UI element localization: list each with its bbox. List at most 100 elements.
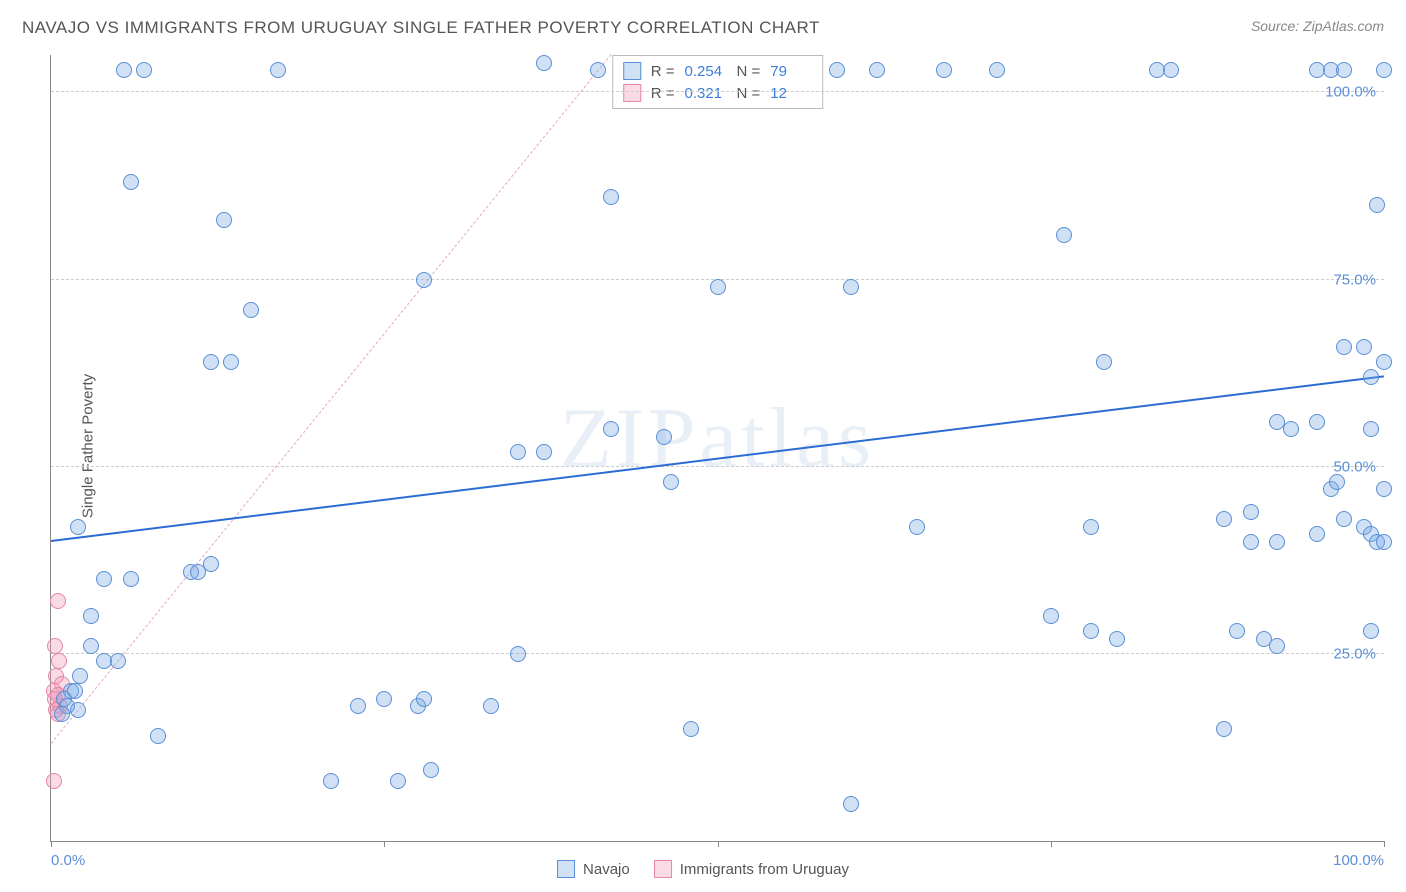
gridline (51, 653, 1384, 654)
n-value-navajo: 79 (770, 63, 812, 80)
data-point (536, 55, 552, 71)
data-point (936, 62, 952, 78)
data-point (1229, 623, 1245, 639)
data-point (869, 62, 885, 78)
data-point (1363, 369, 1379, 385)
legend-label-uruguay: Immigrants from Uruguay (680, 861, 849, 878)
data-point (123, 174, 139, 190)
data-point (376, 691, 392, 707)
x-tick (384, 841, 385, 847)
data-point (603, 421, 619, 437)
data-point (1363, 623, 1379, 639)
data-point (1109, 631, 1125, 647)
data-point (1369, 197, 1385, 213)
data-point (483, 698, 499, 714)
data-point (909, 519, 925, 535)
data-point (1329, 474, 1345, 490)
data-point (223, 354, 239, 370)
x-tick (718, 841, 719, 847)
data-point (1096, 354, 1112, 370)
x-tick (1384, 841, 1385, 847)
data-point (323, 773, 339, 789)
data-point (1336, 339, 1352, 355)
swatch-navajo (623, 62, 641, 80)
data-point (54, 706, 70, 722)
data-point (1083, 623, 1099, 639)
data-point (989, 62, 1005, 78)
data-point (123, 571, 139, 587)
watermark-atlas: atlas (699, 391, 875, 485)
data-point (350, 698, 366, 714)
data-point (710, 279, 726, 295)
watermark-zip: ZIP (560, 391, 700, 485)
stats-row-uruguay: R = 0.321 N = 12 (623, 82, 813, 104)
data-point (116, 62, 132, 78)
data-point (656, 429, 672, 445)
data-point (216, 212, 232, 228)
data-point (1269, 534, 1285, 550)
data-point (1376, 534, 1392, 550)
y-tick-label: 50.0% (1333, 458, 1376, 475)
data-point (96, 571, 112, 587)
data-point (1269, 638, 1285, 654)
data-point (110, 653, 126, 669)
gridline (51, 466, 1384, 467)
data-point (83, 608, 99, 624)
r-label: R = (651, 85, 675, 102)
data-point (243, 302, 259, 318)
n-label: N = (737, 63, 761, 80)
data-point (536, 444, 552, 460)
y-tick-label: 25.0% (1333, 645, 1376, 662)
data-point (1216, 721, 1232, 737)
data-point (683, 721, 699, 737)
data-point (510, 444, 526, 460)
data-point (416, 272, 432, 288)
data-point (1336, 511, 1352, 527)
legend-swatch-navajo (557, 860, 575, 878)
legend-swatch-uruguay (654, 860, 672, 878)
data-point (1163, 62, 1179, 78)
stats-legend: R = 0.254 N = 79 R = 0.321 N = 12 (612, 55, 824, 109)
data-point (663, 474, 679, 490)
x-tick (1051, 841, 1052, 847)
data-point (829, 62, 845, 78)
data-point (70, 519, 86, 535)
r-value-navajo: 0.254 (685, 63, 727, 80)
legend-item-navajo: Navajo (557, 860, 630, 878)
data-point (136, 62, 152, 78)
data-point (843, 279, 859, 295)
data-point (1056, 227, 1072, 243)
data-point (270, 62, 286, 78)
gridline (51, 91, 1384, 92)
data-point (150, 728, 166, 744)
x-tick (51, 841, 52, 847)
r-value-uruguay: 0.321 (685, 85, 727, 102)
data-point (51, 653, 67, 669)
data-point (1216, 511, 1232, 527)
data-point (1243, 504, 1259, 520)
data-point (203, 556, 219, 572)
x-axis-min-label: 0.0% (51, 852, 85, 869)
legend-label-navajo: Navajo (583, 861, 630, 878)
y-tick-label: 75.0% (1333, 271, 1376, 288)
data-point (1336, 62, 1352, 78)
data-point (203, 354, 219, 370)
data-point (50, 593, 66, 609)
n-value-uruguay: 12 (770, 85, 812, 102)
stats-row-navajo: R = 0.254 N = 79 (623, 60, 813, 82)
data-point (1243, 534, 1259, 550)
data-point (1376, 62, 1392, 78)
data-point (46, 773, 62, 789)
data-point (1376, 354, 1392, 370)
data-point (590, 62, 606, 78)
data-point (1363, 421, 1379, 437)
n-label: N = (737, 85, 761, 102)
data-point (72, 668, 88, 684)
trend-line (51, 375, 1384, 542)
data-point (510, 646, 526, 662)
data-point (416, 691, 432, 707)
legend-item-uruguay: Immigrants from Uruguay (654, 860, 849, 878)
data-point (603, 189, 619, 205)
data-point (1283, 421, 1299, 437)
data-point (390, 773, 406, 789)
